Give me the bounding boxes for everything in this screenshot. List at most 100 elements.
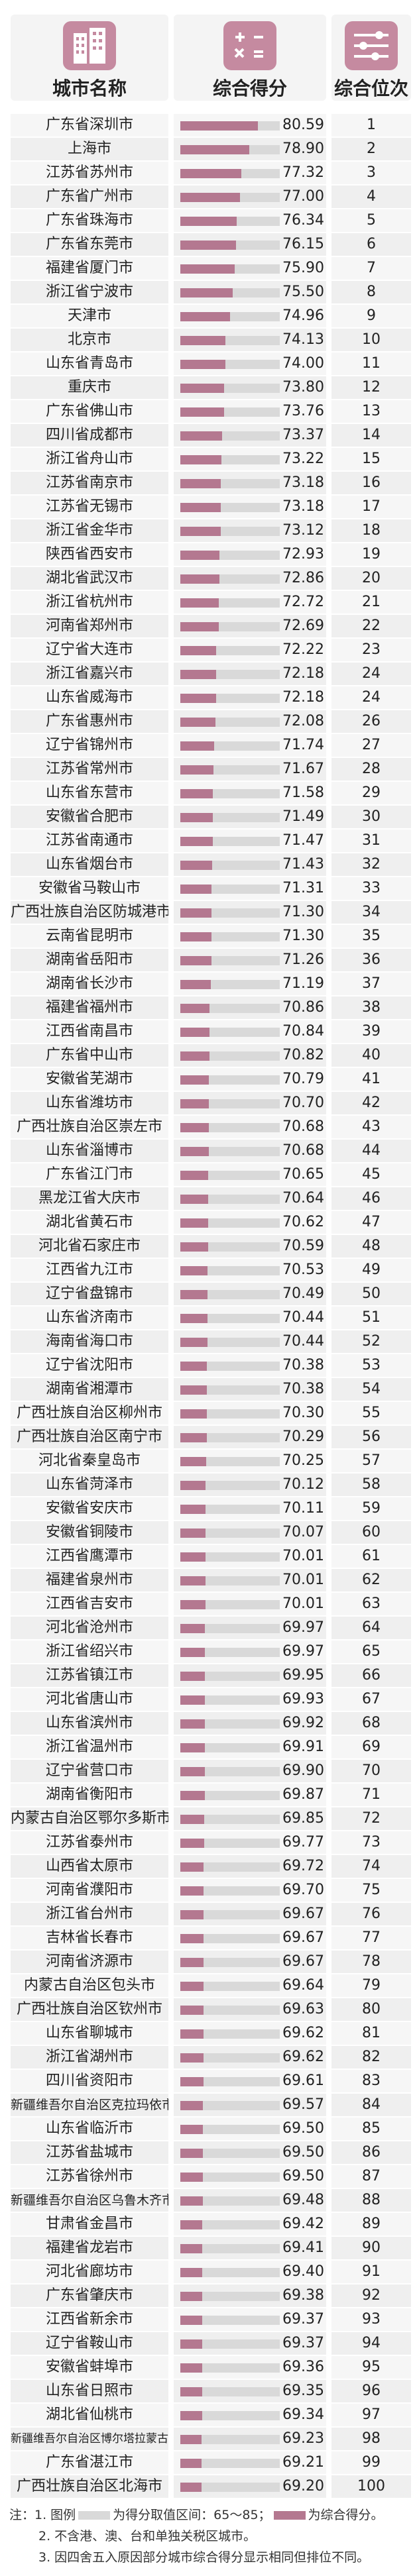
row-band [331,1283,411,1305]
row-band [331,1736,411,1758]
row-band [11,758,168,780]
score-cell: 80.59 [176,115,326,135]
city-name: 福建省泉州市 [45,1572,133,1588]
city-name: 四川省成都市 [45,427,133,443]
rank-value: 37 [362,975,381,992]
row-band [331,1402,411,1424]
score-cell: 69.64 [176,1976,326,1996]
row-band [331,567,411,590]
score-range-bar [180,2125,280,2134]
score-value: 69.85 [282,1810,324,1827]
city-name: 湖南省衡阳市 [45,1786,133,1803]
footnote-1-suffix: 为综合得分。 [308,2508,384,2522]
rank-value: 63 [362,1595,381,1612]
score-cell: 69.23 [176,2429,326,2449]
row-band [11,1402,168,1424]
table-row: 广西壮族自治区柳州市 70.30 55 [0,1401,417,1424]
city-name: 福建省厦门市 [45,260,133,276]
score-value: 72.18 [282,665,324,682]
score-cell: 72.69 [176,616,326,636]
score-cell: 70.53 [176,1260,326,1280]
score-bar [180,2411,202,2420]
score-bar [180,574,219,584]
row-band [11,1640,168,1663]
table-row: 福建省厦门市 75.90 7 [0,256,417,280]
table-row: 北京市 74.13 10 [0,327,417,351]
row-band [11,2475,168,2498]
rank-value: 35 [362,928,381,944]
rank-value: 27 [362,737,381,753]
row-band [11,2046,168,2068]
row-band [11,1235,168,1258]
row-band [11,519,168,542]
rank-value: 3 [367,164,376,181]
row-band [11,1760,168,1782]
table-row: 广东省江门市 70.65 45 [0,1162,417,1186]
score-bar [180,288,233,297]
score-cell: 70.07 [176,1523,326,1542]
rank-value: 55 [362,1405,381,1421]
score-bar [180,1481,206,1490]
score-bar [180,455,221,464]
city-name: 辽宁省鞍山市 [45,2335,133,2351]
city-name: 浙江省温州市 [45,1739,133,1755]
score-cell: 69.62 [176,2047,326,2067]
score-range-bar [180,1695,280,1705]
score-value: 70.59 [282,1238,324,1254]
score-bar [180,1409,207,1419]
score-value: 70.29 [282,1428,324,1445]
row-band [331,2165,411,2188]
score-cell: 70.38 [176,1379,326,1399]
score-bar [180,336,226,345]
row-band [331,543,411,566]
table-row: 河北省廊坊市 69.40 91 [0,2259,417,2283]
score-value: 69.36 [282,2359,324,2375]
city-column-header: 城市名称 [11,15,168,101]
score-cell: 71.43 [176,855,326,875]
table-header: 城市名称 综合得分 综合位次 [0,0,417,106]
score-cell: 77.32 [176,163,326,183]
rank-value: 92 [362,2287,381,2304]
rank-value: 81 [362,2025,381,2041]
row-band [331,1426,411,1448]
score-cell: 73.80 [176,378,326,398]
score-cell: 69.91 [176,1737,326,1757]
table-row: 湖南省岳阳市 71.26 36 [0,947,417,971]
score-value: 70.65 [282,1166,324,1183]
score-value: 70.01 [282,1548,324,1564]
row-band [11,1450,168,1472]
score-cell: 69.48 [176,2190,326,2210]
table-row: 江苏省无锡市 73.18 17 [0,494,417,518]
score-cell: 69.20 [176,2477,326,2496]
score-cell: 72.22 [176,640,326,660]
row-band [11,376,168,399]
table-row: 山东省青岛市 74.00 11 [0,351,417,375]
score-bar [180,2053,204,2063]
score-value: 69.92 [282,1715,324,1731]
row-band [11,329,168,351]
rank-value: 14 [362,427,381,443]
score-cell: 70.68 [176,1117,326,1137]
rank-value: 91 [362,2263,381,2280]
score-cell: 69.36 [176,2357,326,2377]
score-range-bar [180,1743,280,1752]
city-name: 江苏省徐州市 [45,2168,133,2184]
row-band [11,1378,168,1401]
row-band [11,2118,168,2140]
city-name: 辽宁省盘锦市 [45,1285,133,1302]
rank-value: 83 [362,2072,381,2089]
score-value: 70.62 [282,1214,324,1230]
table-row: 河北省沧州市 69.97 64 [0,1615,417,1639]
score-bar [180,2483,202,2492]
city-name: 黑龙江省大庆市 [38,1190,141,1207]
city-name: 江西省南昌市 [45,1023,133,1040]
row-band [331,114,411,136]
city-name: 海南省海口市 [45,1333,133,1350]
row-band [11,973,168,995]
row-band [331,352,411,375]
score-value: 69.35 [282,2383,324,2399]
city-name: 内蒙古自治区鄂尔多斯市 [11,1810,168,1827]
score-bar [180,741,214,751]
row-band [331,2308,411,2331]
score-bar [180,1886,204,1896]
